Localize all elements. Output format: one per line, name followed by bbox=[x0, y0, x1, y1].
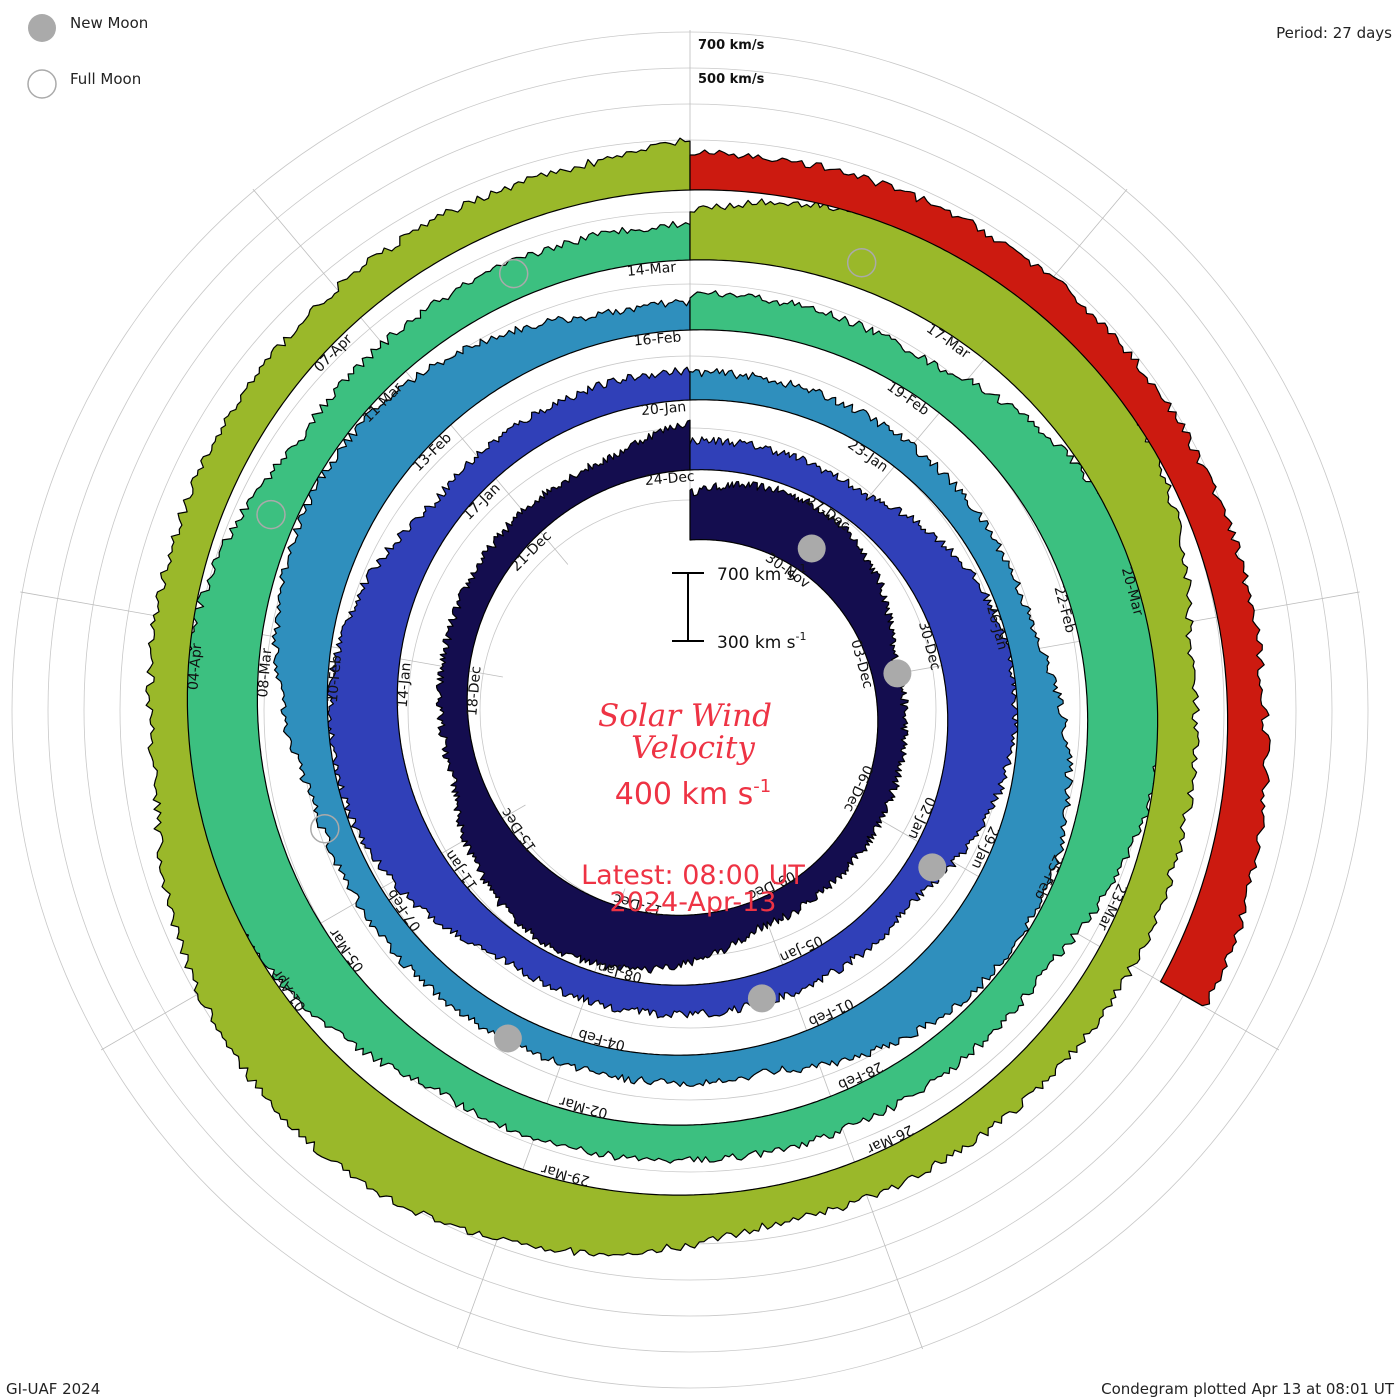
new-moon-label: New Moon bbox=[70, 14, 148, 32]
new-moon-marker bbox=[747, 984, 776, 1013]
full-moon-marker bbox=[846, 247, 877, 278]
date-label: 18-Dec bbox=[464, 666, 484, 717]
current-velocity: 400 km s-1 bbox=[615, 776, 772, 812]
period-label: Period: 27 days bbox=[1276, 24, 1392, 42]
footer-credit: GI-UAF 2024 bbox=[6, 1380, 100, 1398]
moon-layer bbox=[256, 247, 947, 1053]
date-label: 20-Jan bbox=[640, 399, 686, 419]
scale-bar-bottom-label: 300 km s-1 bbox=[717, 630, 807, 653]
reference-700-label: 700 km/s bbox=[698, 38, 765, 53]
ring-layer bbox=[145, 137, 1271, 1257]
date-label: 16-Feb bbox=[633, 329, 682, 349]
date-label: 14-Mar bbox=[626, 260, 677, 280]
date-label: 04-Apr bbox=[185, 643, 205, 691]
chart-title-line1: Solar Wind bbox=[598, 698, 772, 734]
reference-500-label: 500 km/s bbox=[698, 72, 765, 87]
date-label: 24-Dec bbox=[644, 469, 695, 489]
latest-time: Latest: 08:00 UT bbox=[581, 860, 805, 891]
chart-title-line2: Velocity bbox=[631, 730, 755, 766]
scale-bar-top-label: 700 km s-1 bbox=[717, 562, 807, 585]
full-moon-marker bbox=[310, 813, 340, 844]
date-label: 08-Mar bbox=[255, 647, 275, 698]
new-moon-marker bbox=[493, 1024, 522, 1053]
date-label: 14-Jan bbox=[395, 662, 415, 708]
footer-plot-time: Condegram plotted Apr 13 at 08:01 UT bbox=[1101, 1380, 1395, 1398]
full-moon-marker bbox=[256, 499, 286, 530]
new-moon-marker bbox=[883, 659, 912, 688]
velocity-ring-10-Apr bbox=[689, 149, 1271, 1007]
full-moon-icon bbox=[27, 69, 57, 99]
full-moon-label: Full Moon bbox=[70, 70, 141, 88]
new-moon-marker bbox=[797, 534, 826, 563]
grid-spoke bbox=[252, 188, 569, 565]
date-label: 10-Feb bbox=[325, 654, 345, 703]
new-moon-icon bbox=[28, 14, 56, 42]
latest-date: 2024-Apr-13 bbox=[610, 887, 777, 918]
new-moon-marker bbox=[918, 853, 947, 882]
full-moon-marker bbox=[498, 258, 529, 289]
